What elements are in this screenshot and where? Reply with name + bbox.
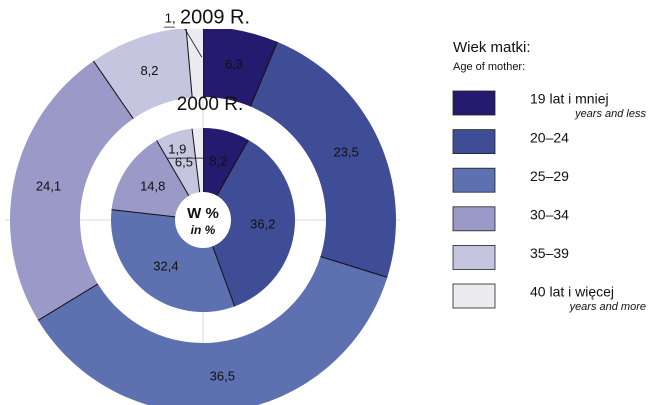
legend-label: 35–39 [530, 245, 569, 261]
legend-swatch [452, 90, 496, 116]
legend-note: years and less [574, 108, 646, 120]
legend-title: Wiek matki: [453, 39, 531, 56]
slice-divider [320, 256, 388, 278]
slice-divider [37, 283, 99, 321]
data-label: 1,9 [168, 142, 186, 157]
data-label: 24,1 [36, 178, 61, 193]
data-label: 36,2 [250, 216, 275, 231]
data-label: 6,3 [225, 57, 243, 72]
data-label: 23,5 [334, 145, 359, 160]
center-sublabel: in % [191, 223, 216, 237]
legend-subtitle: Age of mother: [453, 61, 525, 73]
slice-divider [249, 41, 278, 107]
legend-label: 40 lat i więcej [530, 284, 614, 300]
ring-label: 2009 R. [180, 6, 250, 28]
data-label: 36,5 [210, 368, 235, 383]
center-label: W % [187, 205, 219, 222]
legend-label: 30–34 [530, 207, 569, 223]
legend-label: 20–24 [530, 129, 569, 145]
legend-swatch [452, 129, 496, 155]
data-label: 8,2 [209, 153, 227, 168]
legend-label: 19 lat i mniej [530, 91, 609, 107]
leader-line [183, 26, 203, 58]
pie-group: 6,323,536,524,18,21,48,236,232,414,86,51… [9, 5, 396, 405]
data-label: 32,4 [153, 259, 178, 274]
data-label: 6,5 [175, 155, 193, 170]
legend-swatch [452, 283, 496, 309]
data-label: 14,8 [140, 179, 165, 194]
legend-swatch [452, 206, 496, 232]
slice-divider [93, 60, 134, 119]
slice [38, 256, 388, 405]
center-hole [175, 192, 231, 248]
data-label: 8,2 [140, 63, 158, 78]
slice [186, 27, 203, 98]
slice [111, 140, 203, 220]
legend-swatch [452, 244, 496, 270]
legend-note: years and more [569, 301, 646, 313]
ring-label: 2000 R. [177, 94, 244, 115]
slice-divider [185, 27, 193, 98]
slice [250, 41, 396, 278]
legend-label: 25–29 [530, 168, 569, 184]
legend-swatch [452, 167, 496, 193]
slice [9, 61, 134, 321]
slice [203, 139, 296, 307]
year-label-bg [175, 5, 255, 29]
slice [203, 27, 278, 107]
slice [93, 27, 193, 119]
